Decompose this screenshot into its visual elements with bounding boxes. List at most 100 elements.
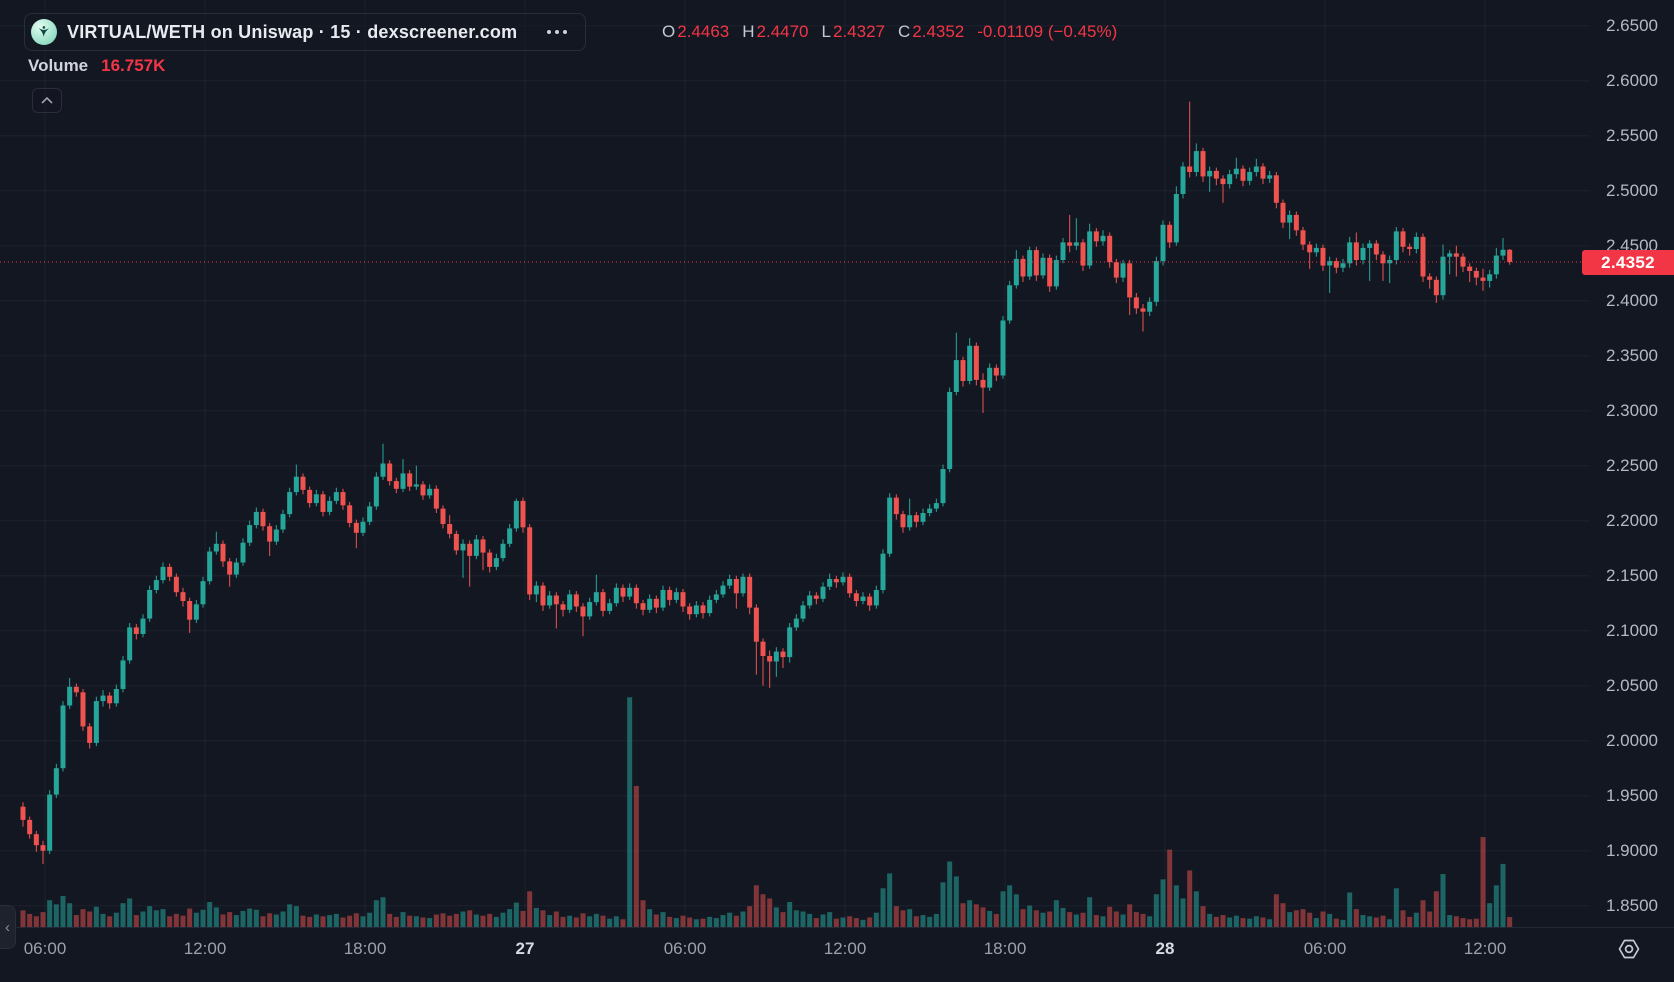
volume-bar: [140, 911, 146, 927]
volume-bar: [973, 904, 979, 927]
volume-bar: [847, 916, 853, 927]
volume-bar: [540, 910, 546, 927]
candle-body: [1233, 168, 1239, 175]
volume-bar: [1300, 909, 1306, 927]
volume-bar: [180, 915, 186, 927]
candle-body: [140, 618, 146, 634]
candle-body: [753, 607, 759, 642]
candle-body: [1047, 257, 1053, 287]
candle-body: [1493, 255, 1499, 275]
price-axis[interactable]: 2.6500 2.6000 2.5500 2.5000 2.4500 2.4000 2.35…: [1490, 0, 1674, 928]
volume-bar: [1407, 916, 1413, 927]
candle-body: [747, 576, 753, 608]
volume-bar: [93, 906, 99, 927]
volume-bar: [147, 906, 153, 927]
symbol-legend[interactable]: VIRTUAL/WETH on Uniswap · 15 · dexscreen…: [24, 13, 587, 51]
open-label: O: [662, 22, 676, 41]
volume-bar: [513, 902, 519, 927]
collapse-legend-button[interactable]: [32, 88, 62, 113]
candle-body: [780, 651, 786, 658]
volume-bar: [20, 910, 26, 927]
price-tick-label: 2.6000: [1606, 70, 1658, 90]
candle-body: [893, 497, 899, 515]
candle-body: [1227, 174, 1233, 185]
candle-body: [253, 511, 259, 526]
candle-body: [1040, 257, 1046, 276]
volume-bar: [827, 912, 833, 927]
volume-bar: [980, 907, 986, 927]
volume-bar: [873, 912, 879, 927]
price-tick-label: 2.0000: [1606, 730, 1658, 750]
candle-body: [400, 473, 406, 489]
candle-body: [693, 605, 699, 615]
volume-bar: [213, 907, 219, 927]
candle-body: [787, 627, 793, 658]
candle-body: [47, 794, 53, 851]
volume-bar: [413, 916, 419, 927]
volume-bar: [1220, 915, 1226, 927]
candle-body: [593, 592, 599, 603]
volume-bar: [1487, 903, 1493, 927]
candle-body: [467, 543, 473, 556]
more-options-button[interactable]: [543, 24, 571, 40]
candle-body: [1380, 254, 1386, 264]
candle-body: [300, 476, 306, 490]
volume-bar: [720, 915, 726, 927]
volume-bar: [553, 911, 559, 927]
volume-bar: [1107, 906, 1113, 927]
volume-bar: [1060, 907, 1066, 927]
volume-bar: [1347, 892, 1353, 927]
candle-body: [967, 345, 973, 381]
candle-body: [213, 543, 219, 552]
candle-body: [520, 500, 526, 528]
candle-body: [1213, 170, 1219, 179]
volume-bar: [633, 785, 639, 927]
candle-body: [1107, 235, 1113, 263]
candle-body: [767, 656, 773, 662]
volume-bar: [1207, 913, 1213, 927]
price-tick-label: 2.1500: [1606, 565, 1658, 585]
volume-bar: [907, 909, 913, 927]
volume-bar: [1240, 918, 1246, 927]
volume-bar: [1367, 916, 1373, 927]
candle-body: [1073, 242, 1079, 246]
candle-body: [1093, 231, 1099, 242]
volume-bar: [1273, 894, 1279, 927]
volume-bar: [753, 885, 759, 927]
candle-body: [1220, 178, 1226, 185]
volume-bar: [1480, 837, 1486, 927]
volume-bar: [1093, 915, 1099, 927]
price-tick-label: 2.3500: [1606, 345, 1658, 365]
volume-readout: Volume 16.757K: [28, 56, 165, 76]
candle-body: [1113, 262, 1119, 278]
candle-body: [1453, 253, 1459, 257]
volume-bar: [780, 912, 786, 927]
volume-bar: [300, 915, 306, 927]
volume-bar: [133, 915, 139, 927]
candle-body: [867, 596, 873, 606]
volume-bar: [233, 915, 239, 927]
candle-body: [387, 463, 393, 482]
time-tick-label: 18:00: [343, 939, 387, 958]
time-tick-label: 18:00: [983, 939, 1027, 958]
candle-body: [167, 566, 173, 577]
candle-body: [360, 521, 366, 533]
candle-body: [880, 553, 886, 590]
volume-bar: [1253, 916, 1259, 927]
candle-body: [1240, 168, 1246, 181]
candle-body: [1027, 250, 1033, 277]
volume-bar: [160, 909, 166, 927]
candle-body: [847, 576, 853, 594]
axis-settings-button[interactable]: [1616, 936, 1642, 967]
candle-body: [1433, 279, 1439, 296]
volume-bar: [587, 916, 593, 927]
volume-bar: [107, 916, 113, 927]
candle-body: [953, 360, 959, 392]
chart-title[interactable]: VIRTUAL/WETH on Uniswap · 15 · dexscreen…: [67, 21, 518, 42]
candle-body: [1487, 274, 1493, 281]
volume-bar: [287, 904, 293, 927]
volume-bar: [760, 894, 766, 927]
time-axis[interactable]: 06:00 12:00 18:00 27 06:00 12:00 18:00 28 06:00 1…: [0, 928, 1674, 982]
expand-left-toolbar-button[interactable]: ‹: [0, 905, 16, 949]
